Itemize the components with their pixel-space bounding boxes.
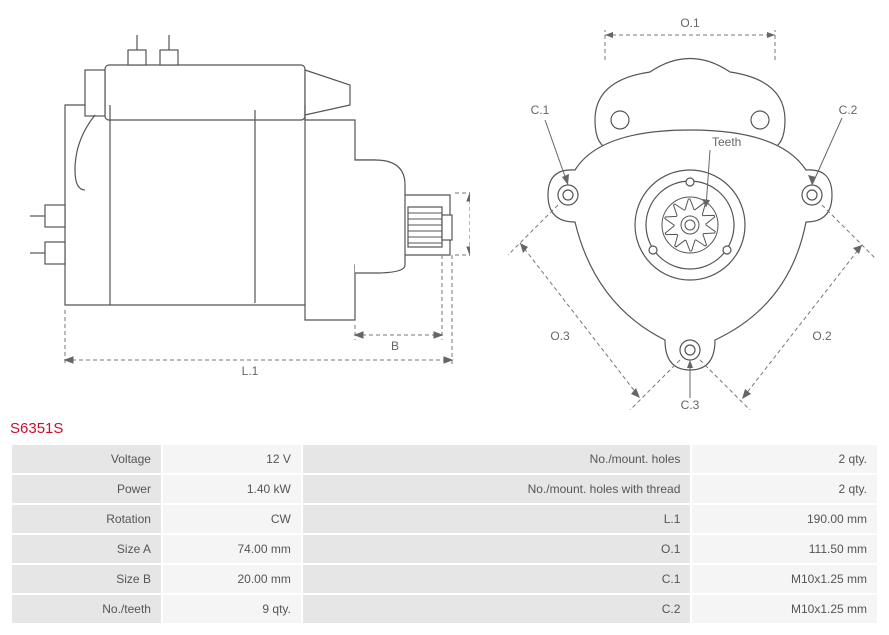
spec-label: C.1	[303, 565, 691, 593]
label-c2: C.2	[839, 103, 858, 117]
table-row: Voltage12 VNo./mount. holes2 qty.	[12, 445, 877, 473]
side-view-diagram: L.1 B A	[10, 10, 470, 410]
spec-value: 190.00 mm	[692, 505, 877, 533]
spec-value: 12 V	[163, 445, 301, 473]
spec-label: O.1	[303, 535, 691, 563]
spec-label: L.1	[303, 505, 691, 533]
diagrams-row: L.1 B A O.1	[10, 10, 879, 410]
label-c3: C.3	[681, 398, 700, 410]
spec-value: M10x1.25 mm	[692, 565, 877, 593]
spec-label: No./mount. holes	[303, 445, 691, 473]
spec-label: Power	[12, 475, 161, 503]
label-l1: L.1	[242, 364, 259, 378]
spec-value: 74.00 mm	[163, 535, 301, 563]
spec-value: 2 qty.	[692, 475, 877, 503]
front-view-diagram: O.1	[490, 10, 889, 410]
spec-label: Rotation	[12, 505, 161, 533]
spec-value: 111.50 mm	[692, 535, 877, 563]
spec-label: Size A	[12, 535, 161, 563]
spec-value: 2 qty.	[692, 445, 877, 473]
table-row: Power1.40 kWNo./mount. holes with thread…	[12, 475, 877, 503]
spec-label: C.2	[303, 595, 691, 623]
table-row: Size A74.00 mmO.1111.50 mm	[12, 535, 877, 563]
spec-label: No./teeth	[12, 595, 161, 623]
part-number: S6351S	[10, 420, 879, 437]
table-row: No./teeth9 qty.C.2M10x1.25 mm	[12, 595, 877, 623]
label-teeth: Teeth	[712, 135, 741, 149]
label-o1: O.1	[680, 16, 700, 30]
table-row: RotationCWL.1190.00 mm	[12, 505, 877, 533]
spec-label: Size B	[12, 565, 161, 593]
label-b: B	[391, 339, 399, 353]
spec-value: M10x1.25 mm	[692, 595, 877, 623]
spec-value: 9 qty.	[163, 595, 301, 623]
spec-label: Voltage	[12, 445, 161, 473]
spec-value: 20.00 mm	[163, 565, 301, 593]
spec-value: CW	[163, 505, 301, 533]
table-row: Size B20.00 mmC.1M10x1.25 mm	[12, 565, 877, 593]
label-o2: O.2	[812, 329, 832, 343]
spec-label: No./mount. holes with thread	[303, 475, 691, 503]
spec-value: 1.40 kW	[163, 475, 301, 503]
label-c1: C.1	[531, 103, 550, 117]
spec-table: Voltage12 VNo./mount. holes2 qty.Power1.…	[10, 443, 879, 625]
label-o3: O.3	[550, 329, 570, 343]
